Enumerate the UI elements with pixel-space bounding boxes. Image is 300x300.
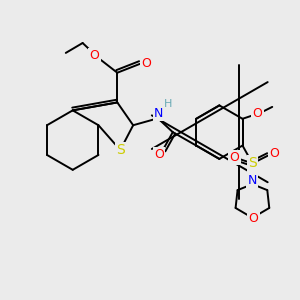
Text: O: O xyxy=(248,212,258,225)
Text: O: O xyxy=(252,107,262,120)
Text: H: H xyxy=(164,99,172,110)
Text: N: N xyxy=(154,107,164,120)
Text: O: O xyxy=(248,212,258,225)
Text: N: N xyxy=(248,174,257,187)
Text: S: S xyxy=(248,156,257,170)
Text: O: O xyxy=(154,148,164,161)
Text: S: S xyxy=(116,143,125,157)
Text: O: O xyxy=(90,50,100,62)
Text: O: O xyxy=(252,107,262,120)
Text: O: O xyxy=(141,57,151,70)
Text: N: N xyxy=(154,107,164,120)
Text: O: O xyxy=(230,151,239,164)
Text: S: S xyxy=(249,158,258,171)
Text: N: N xyxy=(249,175,258,188)
Text: O: O xyxy=(269,147,279,160)
Text: O: O xyxy=(154,148,164,161)
Text: O: O xyxy=(141,57,151,70)
Text: O: O xyxy=(90,50,100,62)
Text: O: O xyxy=(230,151,239,164)
Text: O: O xyxy=(269,147,279,160)
Text: H: H xyxy=(164,99,172,110)
